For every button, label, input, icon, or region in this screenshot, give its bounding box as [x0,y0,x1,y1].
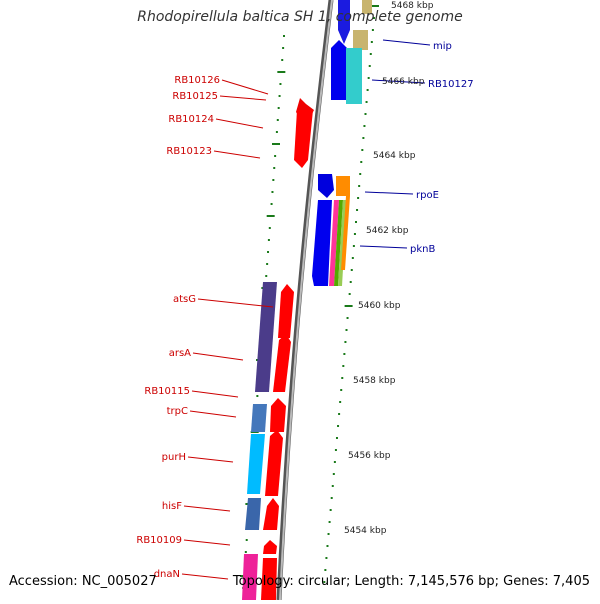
gene-block-mip[interactable] [331,0,372,104]
genome-backbone-highlight [279,0,333,601]
scale-label: 5460 kbp [358,301,401,311]
gene-block-dnaN[interactable] [242,540,277,600]
left-label-leader [219,95,267,101]
topology-text: Topology: circular; Length: 7,145,576 bp… [232,574,590,589]
left-label-leader [221,79,269,95]
right-label-leader [364,191,414,195]
gene-block-rpoE[interactable] [312,174,350,286]
gene-label-pknb[interactable]: pknB [410,244,435,255]
left-label-leader [181,573,229,580]
left-label-leader [189,410,237,418]
right-label-group: mip RB10127 rpoE pknB [359,39,474,255]
gene-label-arsa[interactable]: arsA [169,348,191,359]
gene-label-rb10126[interactable]: RB10126 [174,75,220,86]
gene-label-mip[interactable]: mip [433,41,452,52]
scale-label: 5466 kbp [382,77,425,87]
left-label-leader [215,118,264,129]
left-label-leader [213,150,261,159]
right-label-leader [371,79,426,84]
right-label-leader [359,245,408,249]
left-label-leader [183,539,231,546]
scale-label: 5464 kbp [373,151,416,161]
gene-label-rb10109[interactable]: RB10109 [136,535,182,546]
scale-label: 5454 kbp [344,526,387,536]
gene-block-hisF[interactable] [245,498,279,530]
accession-text: Accession: NC_005027 [9,574,157,589]
gene-label-rb10124[interactable]: RB10124 [168,114,214,125]
left-label-leader [183,505,231,512]
outer-tick-track [323,5,379,583]
gene-label-rpoe[interactable]: rpoE [416,190,439,201]
gene-block-rb10123[interactable] [294,98,314,168]
gene-label-rb10125[interactable]: RB10125 [172,91,218,102]
gene-label-hisf[interactable]: hisF [162,501,182,512]
gene-label-atsg[interactable]: atsG [173,294,196,305]
right-label-leader [382,39,431,46]
gene-label-rb10115[interactable]: RB10115 [144,386,190,397]
gene-label-rb10127[interactable]: RB10127 [428,79,474,90]
left-label-leader [187,456,234,463]
gene-label-trpc[interactable]: trpC [167,406,188,417]
left-label-leader [192,352,244,361]
gene-block-trpC[interactable] [247,398,286,496]
scale-label: 5468 kbp [391,1,434,11]
gene-label-purh[interactable]: purH [162,452,186,463]
left-label-group: RB10126 RB10125 RB10124 RB10123 atsG arsA RB10… [136,75,274,580]
gene-block-atsG[interactable] [255,282,294,392]
genome-title: Rhodopirellula baltica SH 1, complete ge… [137,9,463,25]
gene-label-rb10123[interactable]: RB10123 [166,146,212,157]
scale-label: 5458 kbp [353,376,396,386]
left-label-leader [191,390,239,398]
scale-label: 5456 kbp [348,451,391,461]
left-label-leader [197,298,274,308]
scale-label: 5462 kbp [366,226,409,236]
scale-label-group: 5468 kbp 5466 kbp 5464 kbp 5462 kbp 5460 kbp… [344,1,434,536]
gene-label-dnan[interactable]: dnaN [154,569,180,580]
